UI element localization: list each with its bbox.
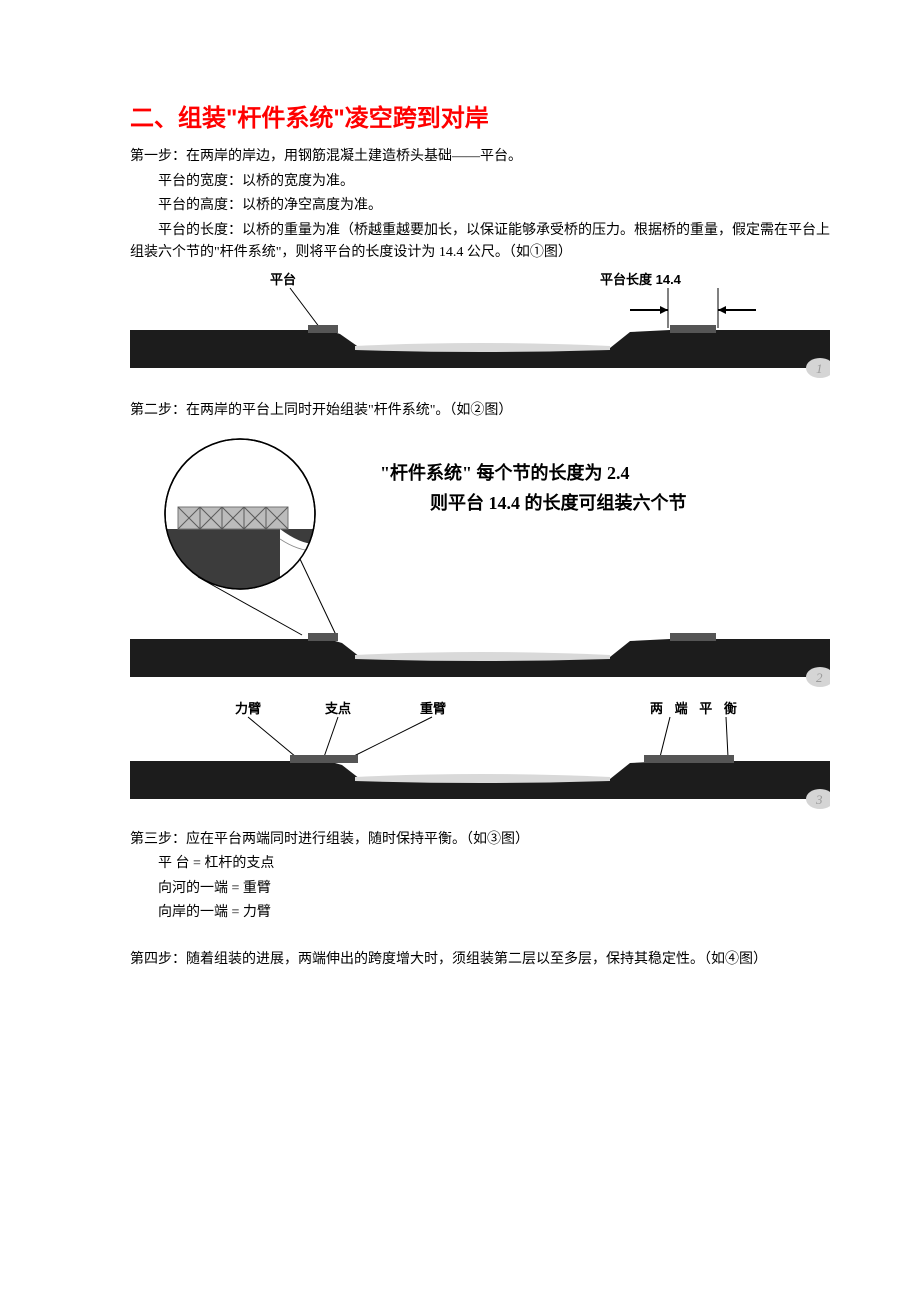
step3-eq3: 向岸的一端 = 力臂 bbox=[130, 902, 830, 924]
figure-3: 力臂 支点 重臂 两 端 平 衡 3 bbox=[130, 699, 830, 819]
fig3-balance: 两 端 平 衡 bbox=[650, 701, 741, 716]
fig3-weight-arm: 重臂 bbox=[420, 701, 446, 716]
figure-1: 平台 平台长度 14.4 1 bbox=[130, 270, 830, 390]
step4-lead: 第四步：随着组装的进展，两端伸出的跨度增大时，须组装第二层以至多层，保持其稳定性… bbox=[130, 949, 830, 971]
figure-2: "杆件系统" 每个节的长度为 2.4 则平台 14.4 的长度可组装六个节 bbox=[130, 429, 830, 689]
step2-lead: 第二步：在两岸的平台上同时开始组装"杆件系统"。（如②图） bbox=[130, 400, 830, 422]
step1-lead: 第一步：在两岸的岸边，用钢筋混凝土建造桥头基础——平台。 bbox=[130, 146, 830, 168]
fig1-corner: 1 bbox=[816, 361, 823, 376]
section-title: 二、组装"杆件系统"凌空跨到对岸 bbox=[130, 100, 830, 138]
step3-lead: 第三步：应在平台两端同时进行组装，随时保持平衡。（如③图） bbox=[130, 829, 830, 851]
step1-length: 平台的长度：以桥的重量为准（桥越重越要加长，以保证能够承受桥的压力。根据桥的重量… bbox=[130, 220, 830, 265]
fig2-text-top: "杆件系统" 每个节的长度为 2.4 bbox=[380, 462, 630, 483]
step1-height: 平台的高度：以桥的净空高度为准。 bbox=[130, 195, 830, 217]
fig1-label-right: 平台长度 14.4 bbox=[600, 272, 682, 287]
step3-eq1: 平 台 = 杠杆的支点 bbox=[130, 853, 830, 875]
fig3-corner: 3 bbox=[815, 792, 823, 807]
step3-eq2: 向河的一端 = 重臂 bbox=[130, 878, 830, 900]
page: 二、组装"杆件系统"凌空跨到对岸 第一步：在两岸的岸边，用钢筋混凝土建造桥头基础… bbox=[0, 0, 920, 1033]
fig2-corner: 2 bbox=[816, 670, 823, 685]
fig3-fulcrum: 支点 bbox=[324, 701, 351, 716]
fig1-label-left: 平台 bbox=[270, 272, 296, 287]
fig3-force-arm: 力臂 bbox=[235, 701, 261, 716]
fig2-text-bottom: 则平台 14.4 的长度可组装六个节 bbox=[430, 492, 687, 513]
step1-width: 平台的宽度：以桥的宽度为准。 bbox=[130, 171, 830, 193]
